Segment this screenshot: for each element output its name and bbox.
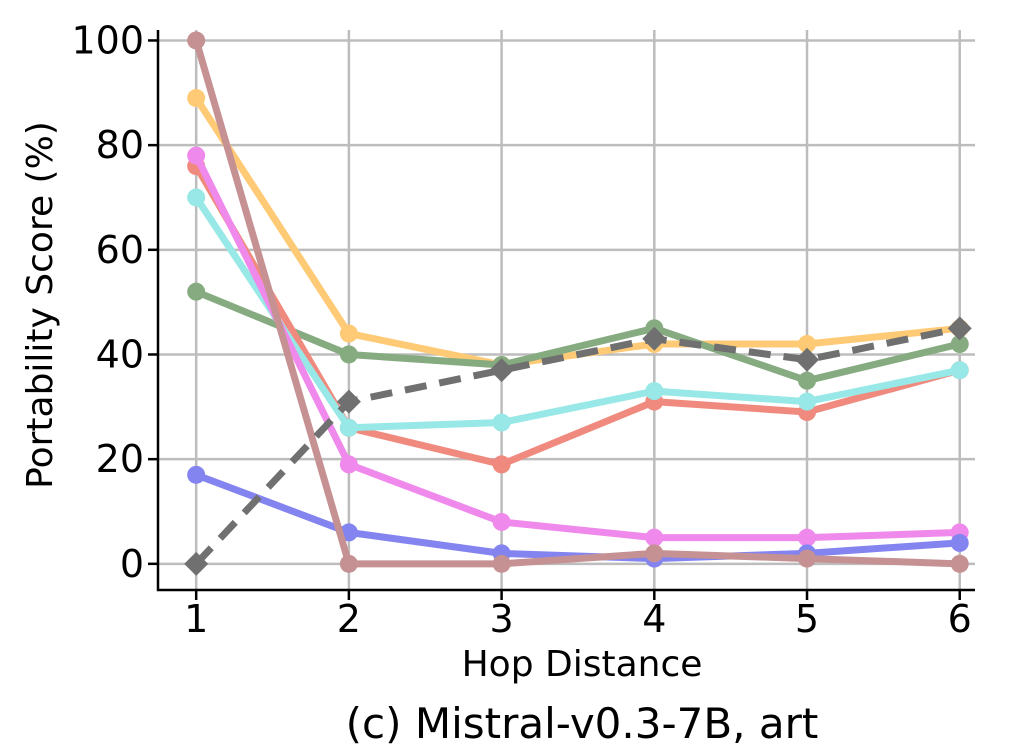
series-brown-point: [187, 31, 206, 50]
series-gray-dashed-point: [184, 551, 209, 576]
series-orange-line: [192, 94, 964, 369]
series-green-point: [798, 371, 817, 390]
x-axis-title: Hop Distance: [462, 644, 703, 685]
series-pink-point: [798, 528, 817, 547]
series-green-point: [187, 282, 206, 301]
series-cyan: [187, 188, 969, 437]
y-tick-label: 40: [96, 332, 144, 376]
series-brown: [187, 31, 969, 573]
series-blue-point: [187, 465, 206, 484]
x-tick-label: 6: [948, 597, 972, 641]
y-tick-label: 20: [96, 437, 144, 481]
series-cyan-point: [339, 418, 358, 437]
series-orange-point: [798, 335, 817, 354]
series-red: [187, 157, 969, 474]
series-brown-point: [645, 544, 664, 563]
chart-caption: (c) Mistral-v0.3-7B, art: [346, 699, 819, 748]
series-gray-dashed-line: [193, 324, 961, 567]
series-blue: [187, 465, 969, 568]
series-gray-dashed: [184, 316, 972, 576]
y-tick-label: 80: [96, 123, 144, 167]
series-pink-point: [339, 455, 358, 474]
series-group: [184, 31, 972, 576]
series-gray-dashed-point: [489, 358, 514, 383]
series-orange: [187, 89, 969, 374]
series-cyan-point: [645, 382, 664, 401]
series-brown-point: [798, 549, 817, 568]
series-green: [187, 282, 969, 390]
series-green-point: [950, 335, 969, 354]
series-green-point: [339, 345, 358, 364]
series-orange-point: [187, 89, 206, 108]
x-tick-label: 3: [490, 597, 514, 641]
series-orange-point: [339, 324, 358, 343]
series-pink-point: [187, 146, 206, 165]
series-cyan-point: [492, 413, 511, 432]
series-brown-point: [950, 554, 969, 573]
series-gray-dashed-point: [336, 389, 361, 414]
x-tick-label: 1: [184, 597, 208, 641]
series-pink-point: [492, 512, 511, 531]
series-gray-dashed-point: [947, 316, 972, 341]
series-gray-dashed-point: [795, 347, 820, 372]
series-blue-line: [192, 471, 964, 563]
series-cyan-point: [798, 392, 817, 411]
x-tick-label: 2: [337, 597, 361, 641]
series-cyan-point: [187, 188, 206, 207]
series-pink-line: [192, 152, 964, 542]
series-green-line: [192, 288, 964, 385]
y-tick-label: 0: [120, 542, 144, 586]
series-cyan-point: [950, 361, 969, 380]
series-cyan-line: [192, 193, 964, 432]
x-tick-label: 5: [795, 597, 819, 641]
series-blue-point: [950, 533, 969, 552]
series-pink-point: [645, 528, 664, 547]
series-brown-point: [492, 554, 511, 573]
series-red-line: [192, 162, 964, 468]
axes: [156, 30, 975, 592]
x-tick-label: 4: [642, 597, 666, 641]
series-red-point: [492, 455, 511, 474]
axis-spines: [156, 30, 975, 592]
series-brown-point: [339, 554, 358, 573]
y-axis-title: Portability Score (%): [20, 121, 61, 489]
series-gray-dashed-point: [642, 326, 667, 351]
series-brown-line: [192, 36, 964, 568]
y-tick-label: 100: [71, 18, 144, 62]
y-tick-label: 60: [96, 228, 144, 272]
